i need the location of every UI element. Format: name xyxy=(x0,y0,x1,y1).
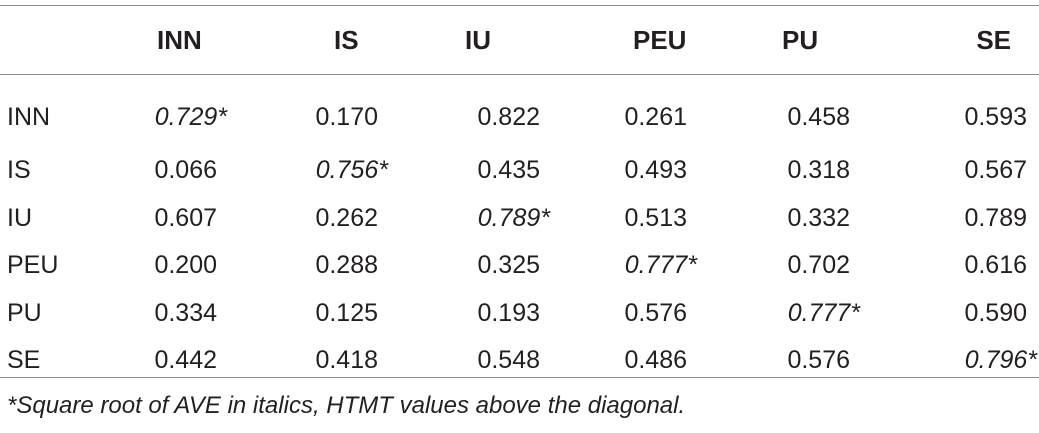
table-cell: 0.193 xyxy=(477,298,540,327)
table-cell: 0.458 xyxy=(787,103,850,131)
table-cell: 0.567 xyxy=(964,156,1027,185)
table-cell: 0.332 xyxy=(787,203,850,232)
table-cell: 0.702 xyxy=(787,251,850,280)
table-row: PEU 0.200 0.288 0.325 0.777* 0.702 0.616 xyxy=(0,242,1039,290)
table-cell: 0.418 xyxy=(315,346,378,375)
table-cell: 0.593 xyxy=(964,103,1027,131)
table-cell: 0.318 xyxy=(787,156,850,185)
row-header: IS xyxy=(7,156,31,185)
column-header-is: IS xyxy=(334,24,359,55)
table-cell: 0.777* xyxy=(624,251,697,280)
table-cell: 0.262 xyxy=(315,203,378,232)
row-header: IU xyxy=(7,203,32,232)
table-footnote: *Square root of AVE in italics, HTMT val… xyxy=(7,392,686,419)
table-cell: 0.756* xyxy=(315,156,388,185)
table-cell: 0.513 xyxy=(624,203,687,232)
table-cell: 0.493 xyxy=(624,156,687,185)
table-cell: 0.200 xyxy=(154,251,217,280)
table-cell: 0.325 xyxy=(477,251,540,280)
table-cell: 0.435 xyxy=(477,156,540,185)
table-row: IS 0.066 0.756* 0.435 0.493 0.318 0.567 xyxy=(0,147,1039,195)
table-cell: 0.796* xyxy=(964,346,1037,375)
table-cell: 0.170 xyxy=(315,103,378,131)
table-cell: 0.607 xyxy=(154,203,217,232)
table-cell: 0.777* xyxy=(787,298,860,327)
table-row: PU 0.334 0.125 0.193 0.576 0.777* 0.590 xyxy=(0,290,1039,338)
table-row: IU 0.607 0.262 0.789* 0.513 0.332 0.789 xyxy=(0,195,1039,243)
table-row: INN 0.729* 0.170 0.822 0.261 0.458 0.593 xyxy=(0,76,1039,147)
table-cell: 0.616 xyxy=(964,251,1027,280)
table-cell: 0.125 xyxy=(315,298,378,327)
row-header: PEU xyxy=(7,251,59,280)
table-header-rule xyxy=(0,74,1039,75)
table-cell: 0.789* xyxy=(477,203,550,232)
table-cell: 0.288 xyxy=(315,251,378,280)
table-cell: 0.729* xyxy=(154,103,227,131)
table-cell: 0.590 xyxy=(964,298,1027,327)
table-cell: 0.548 xyxy=(477,346,540,375)
column-header-iu: IU xyxy=(465,24,491,55)
table-cell: 0.822 xyxy=(477,103,540,131)
table-row: SE 0.442 0.418 0.548 0.486 0.576 0.796* xyxy=(0,337,1039,385)
table-top-rule xyxy=(0,5,1039,6)
table-cell: 0.486 xyxy=(624,346,687,375)
column-header-peu: PEU xyxy=(633,24,687,55)
column-header-se: SE xyxy=(976,24,1011,55)
correlation-matrix-table: INN IS IU PEU PU SE INN 0.729* 0.170 0.8… xyxy=(0,6,1039,385)
table-cell: 0.789 xyxy=(964,203,1027,232)
column-header-pu: PU xyxy=(782,24,819,55)
table-cell: 0.334 xyxy=(154,298,217,327)
table-cell: 0.066 xyxy=(154,156,217,185)
table-cell: 0.261 xyxy=(624,103,687,131)
row-header: SE xyxy=(7,346,41,375)
table-cell: 0.576 xyxy=(787,346,850,375)
column-header-inn: INN xyxy=(157,24,202,55)
table-bottom-rule xyxy=(0,377,1039,378)
row-header: PU xyxy=(7,298,42,327)
table-cell: 0.442 xyxy=(154,346,217,375)
table-header-row: INN IS IU PEU PU SE xyxy=(0,6,1039,76)
row-header: INN xyxy=(7,103,51,131)
header-corner-cell xyxy=(0,6,92,76)
table-cell: 0.576 xyxy=(624,298,687,327)
